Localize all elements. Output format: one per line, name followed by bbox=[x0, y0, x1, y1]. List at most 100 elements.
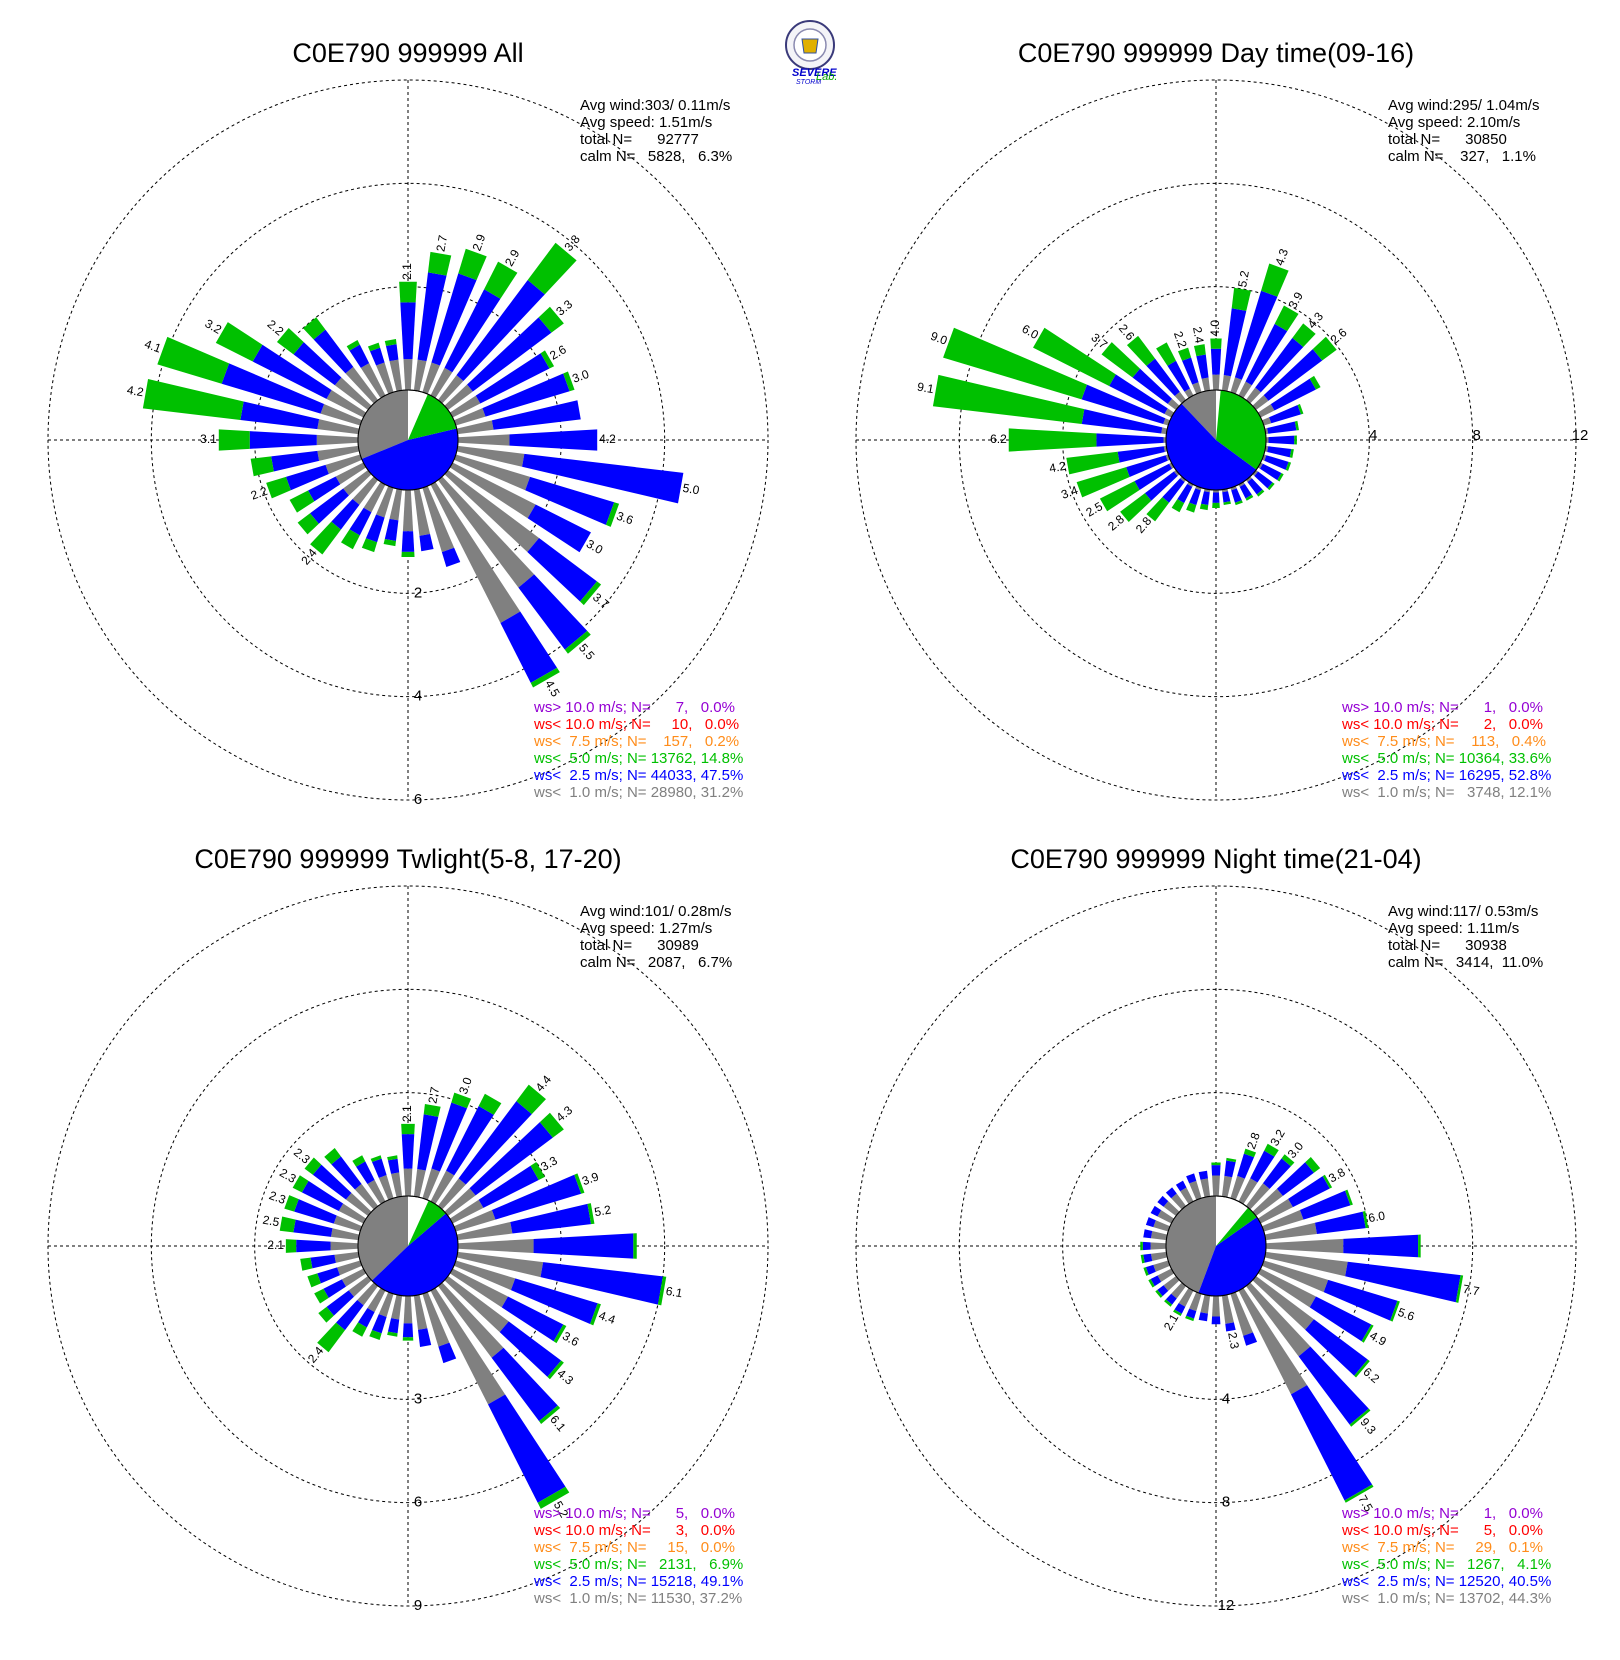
bar-segment-green bbox=[387, 1155, 398, 1161]
bar-segment-blue bbox=[1288, 1176, 1330, 1208]
bar-segment-blue bbox=[491, 400, 581, 430]
bar-segment-green bbox=[266, 476, 291, 499]
bar-segment-green bbox=[943, 327, 1087, 400]
range-ring-label: 4 bbox=[1222, 1390, 1230, 1407]
bar-segment-green bbox=[1349, 1408, 1371, 1427]
bar-segment-blue bbox=[1081, 384, 1166, 425]
bar-segment-green bbox=[279, 1216, 296, 1233]
bar-segment-green bbox=[369, 1329, 382, 1341]
legend-entry: ws< 5.0 m/s; N= 2131, 6.9% bbox=[533, 1556, 743, 1573]
bar-segment-calm-gray bbox=[402, 489, 414, 532]
bar-segment-blue bbox=[1211, 1165, 1221, 1176]
bar-segment-green bbox=[1140, 1254, 1145, 1264]
bar-segment-calm-gray bbox=[341, 1268, 367, 1287]
bar-total-label: 3.6 bbox=[615, 509, 636, 528]
legend-entry: ws< 1.0 m/s; N= 11530, 37.2% bbox=[533, 1590, 742, 1607]
bar-segment-calm-gray bbox=[449, 1199, 484, 1224]
bar-segment-blue bbox=[240, 401, 320, 430]
legend-entry: ws> 10.0 m/s; N= 7, 0.0% bbox=[533, 699, 735, 716]
bar-segment-calm-gray bbox=[430, 1287, 506, 1405]
bar-segment-calm-gray bbox=[338, 1203, 367, 1224]
bar-segment-green bbox=[1345, 1189, 1353, 1206]
calm-pie-blue bbox=[1198, 1217, 1267, 1297]
bar-segment-calm-gray bbox=[316, 434, 359, 446]
panel-title: C0E790 999999 Twlight(5-8, 17-20) bbox=[194, 844, 621, 874]
bar-segment-calm-gray bbox=[367, 1287, 386, 1313]
bar-segment-calm-gray bbox=[378, 1291, 394, 1317]
bar-segment-blue bbox=[475, 353, 550, 404]
stat-avg-speed: Avg speed: 1.11m/s bbox=[1388, 920, 1519, 937]
bar-segment-calm-gray bbox=[444, 469, 540, 553]
bar-segment-calm-gray bbox=[333, 1215, 363, 1232]
bar-segment-blue bbox=[1182, 357, 1199, 385]
bar-segment-blue bbox=[1298, 1346, 1369, 1425]
bar-segment-calm-gray bbox=[1157, 1210, 1175, 1224]
bar-segment-calm-gray bbox=[1174, 391, 1187, 404]
bar-segment-calm-gray bbox=[1265, 1238, 1344, 1254]
bar-segment-green bbox=[383, 538, 396, 547]
panel-title: C0E790 999999 Day time(09-16) bbox=[1018, 38, 1414, 68]
legend-entry: ws< 1.0 m/s; N= 28980, 31.2% bbox=[533, 784, 743, 801]
bar-segment-calm-gray bbox=[1180, 1187, 1194, 1205]
legend-entry: ws< 2.5 m/s; N= 15218, 49.1% bbox=[533, 1573, 743, 1590]
bar-segment-calm-gray bbox=[367, 1179, 386, 1205]
bar-segment-green bbox=[1267, 482, 1275, 491]
bar-segment-blue bbox=[323, 1279, 346, 1298]
logo-text-storm: STORM bbox=[796, 79, 821, 86]
bar-segment-calm-gray bbox=[457, 1238, 534, 1254]
bar-total-label: 3.0 bbox=[584, 537, 606, 558]
bar-segment-calm-gray bbox=[1264, 1251, 1348, 1277]
bar-segment-blue bbox=[252, 344, 332, 399]
bar-segment-calm-gray bbox=[1230, 377, 1242, 395]
range-ring-label: 6 bbox=[414, 791, 422, 808]
bar-segment-calm-gray bbox=[422, 362, 440, 395]
bar-total-label: 2.3 bbox=[1225, 1331, 1242, 1350]
bar-segment-green bbox=[1199, 503, 1209, 511]
bar-segment-blue bbox=[510, 1278, 598, 1325]
bar-segment-blue bbox=[349, 344, 370, 368]
bar-segment-calm-gray bbox=[1221, 1294, 1234, 1324]
bar-segment-green bbox=[590, 1303, 601, 1326]
bar-segment-calm-gray bbox=[444, 1275, 509, 1333]
legend-entry: ws< 2.5 m/s; N= 16295, 52.8% bbox=[1341, 767, 1551, 784]
bar-segment-calm-gray bbox=[456, 420, 494, 435]
bar-segment-calm-gray bbox=[1184, 388, 1194, 399]
bar-segment-green bbox=[1322, 1174, 1333, 1189]
bar-segment-green bbox=[1294, 435, 1297, 445]
bar-segment-blue bbox=[501, 1296, 564, 1342]
stat-total-n: total N= 92777 bbox=[580, 131, 699, 148]
legend-entry: ws< 5.0 m/s; N= 10364, 33.6% bbox=[1341, 750, 1551, 767]
bar-segment-blue bbox=[1234, 290, 1278, 380]
bar-segment-calm-gray bbox=[444, 1188, 476, 1217]
panel-title: C0E790 999999 Night time(21-04) bbox=[1010, 844, 1421, 874]
bar-segment-green bbox=[1281, 1154, 1295, 1167]
bar-segment-blue bbox=[1211, 1316, 1221, 1325]
bar-segment-green bbox=[285, 1239, 297, 1253]
bar-segment-calm-gray bbox=[325, 454, 363, 474]
bar-segment-calm-gray bbox=[1173, 469, 1180, 476]
bar-segment-calm-gray bbox=[1163, 1275, 1180, 1291]
bar-segment-green bbox=[218, 429, 250, 451]
bar-segment-blue bbox=[1157, 1285, 1169, 1297]
bar-segment-green bbox=[289, 490, 315, 513]
bar-segment-blue bbox=[1247, 478, 1263, 495]
bar-segment-blue bbox=[1290, 1385, 1373, 1501]
bar-segment-calm-gray bbox=[437, 1178, 466, 1210]
bar-total-label: 4.2 bbox=[126, 383, 145, 400]
bar-segment-blue bbox=[1081, 409, 1163, 434]
bar-segment-green bbox=[574, 1173, 585, 1194]
bar-total-label: 6.0 bbox=[1367, 1208, 1386, 1225]
bar-segment-blue bbox=[331, 499, 360, 530]
bar-segment-blue bbox=[518, 574, 588, 650]
bar-segment-calm-gray bbox=[352, 476, 379, 505]
bar-segment-green bbox=[458, 248, 487, 281]
bar-total-label: 3.4 bbox=[1059, 483, 1080, 502]
bar-segment-green bbox=[1309, 375, 1321, 390]
bar-segment-green bbox=[361, 538, 378, 553]
bar-segment-green bbox=[276, 327, 304, 355]
bar-segment-calm-gray bbox=[1230, 1175, 1245, 1201]
bar-segment-green bbox=[1274, 305, 1299, 332]
calm-pie-gray bbox=[358, 1196, 408, 1281]
bar-segment-blue bbox=[488, 1394, 566, 1503]
bar-segment-green bbox=[1076, 467, 1130, 498]
